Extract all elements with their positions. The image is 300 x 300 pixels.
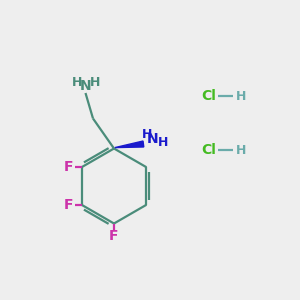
Text: H: H [236, 89, 246, 103]
Text: F: F [64, 198, 74, 212]
Polygon shape [115, 141, 144, 148]
Text: H: H [236, 143, 246, 157]
Text: H: H [158, 136, 168, 149]
Text: H: H [142, 128, 152, 142]
Text: F: F [109, 229, 119, 243]
Text: Cl: Cl [201, 143, 216, 157]
Text: N: N [80, 80, 91, 93]
Text: F: F [64, 160, 74, 174]
Text: Cl: Cl [201, 89, 216, 103]
Text: H: H [90, 76, 100, 89]
Text: N: N [147, 133, 159, 146]
Text: H: H [72, 76, 82, 89]
